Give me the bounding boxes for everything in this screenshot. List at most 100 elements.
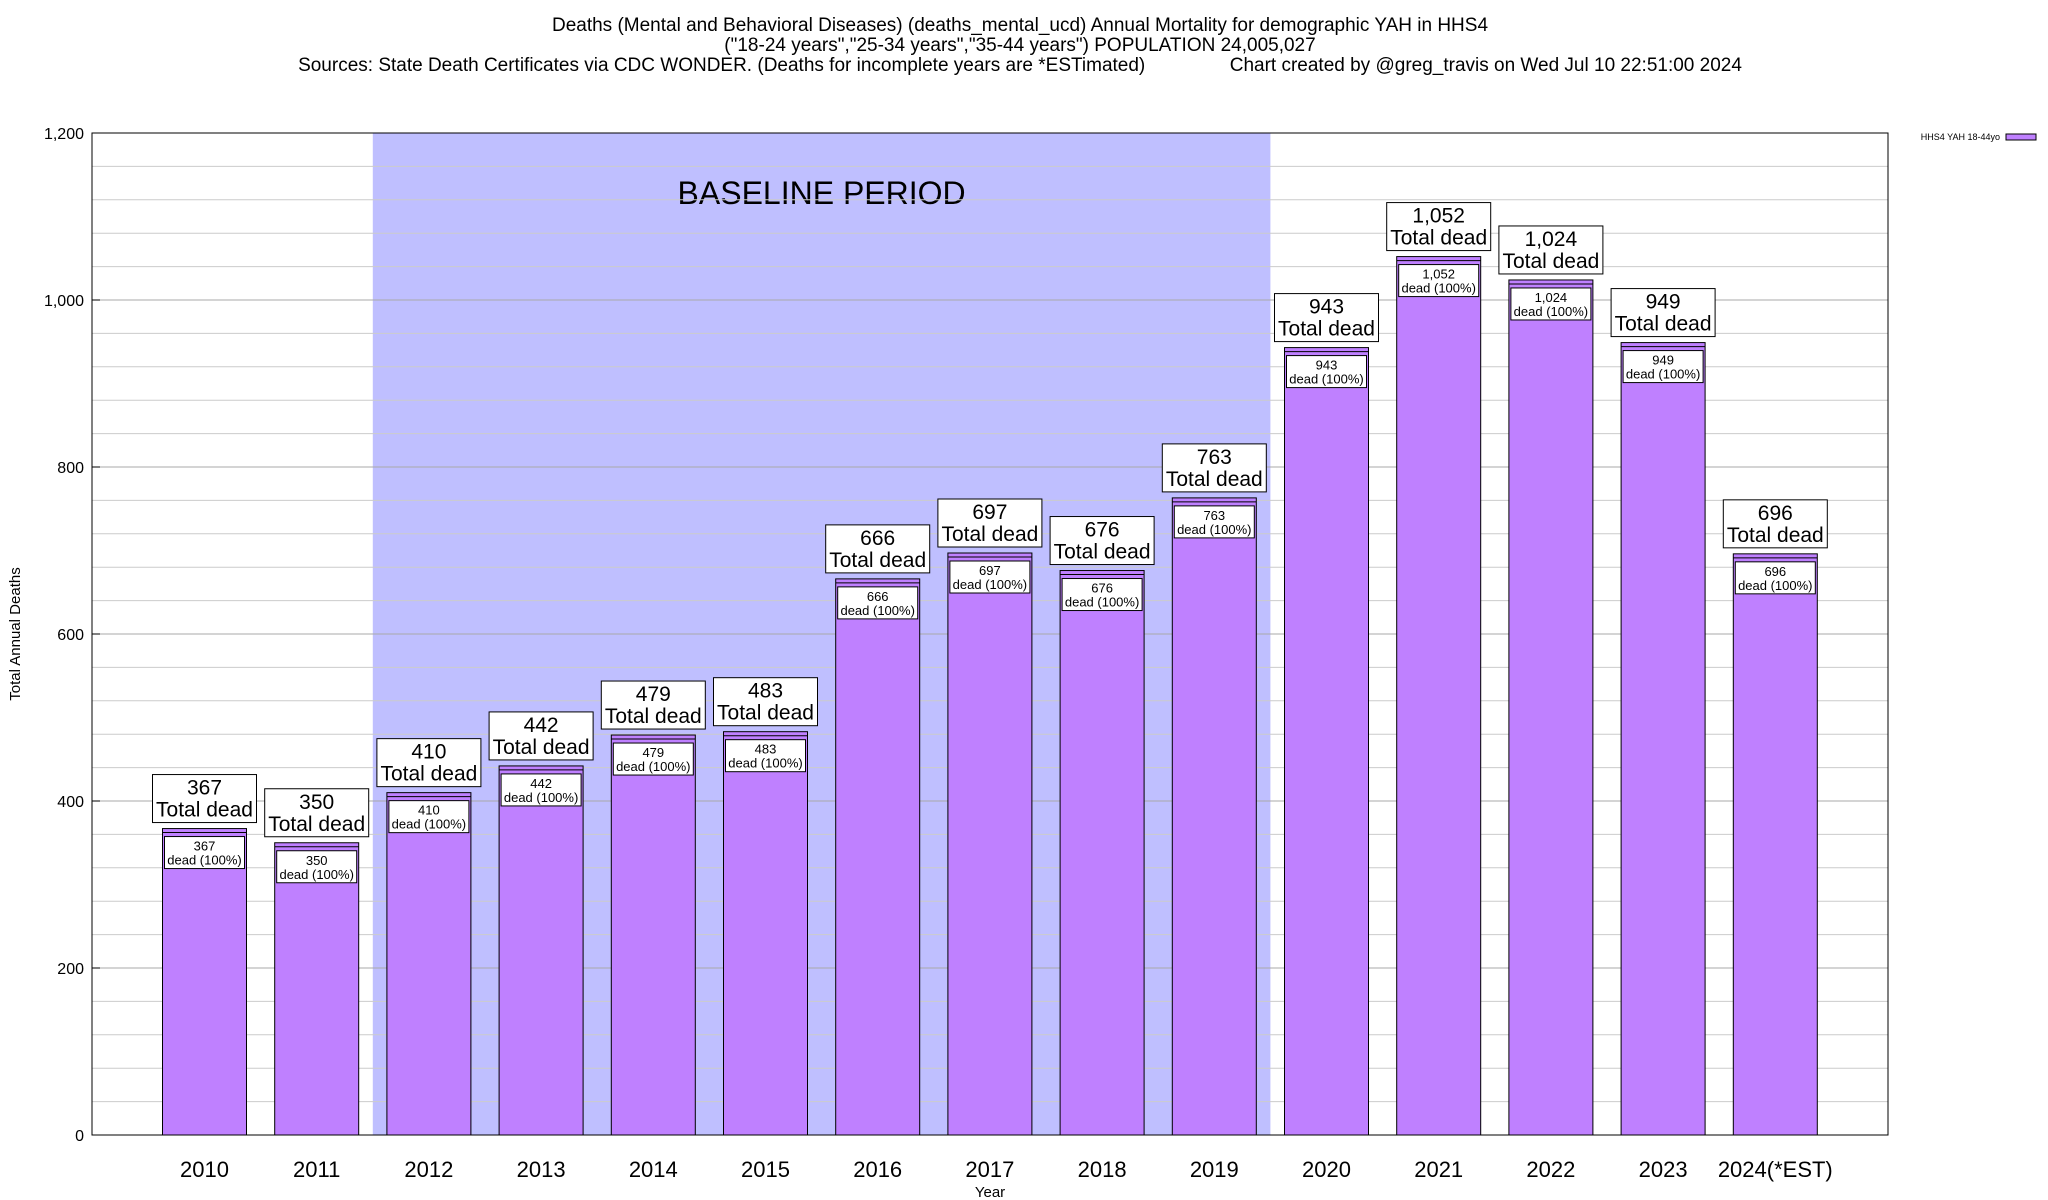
total-dead-label: Total dead xyxy=(717,702,814,725)
total-label-box xyxy=(1161,443,1267,493)
inner-label-box xyxy=(1286,355,1367,389)
inner-value-label: 666 xyxy=(867,589,889,604)
total-value-label: 410 xyxy=(411,741,446,764)
inner-label-box xyxy=(837,586,919,620)
total-dead-label: Total dead xyxy=(1278,318,1375,341)
total-value-label: 943 xyxy=(1309,296,1344,319)
total-label-box xyxy=(1498,225,1604,275)
inner-label-box xyxy=(1173,505,1255,539)
total-value-label: 442 xyxy=(524,714,559,737)
bar xyxy=(162,828,247,1136)
total-value-label: 1,024 xyxy=(1525,228,1578,251)
bar xyxy=(723,731,808,1136)
total-dead-label: Total dead xyxy=(156,799,253,822)
total-value-label: 697 xyxy=(972,501,1007,524)
total-label-box xyxy=(152,774,257,824)
inner-label-box xyxy=(1510,287,1592,321)
total-label-box xyxy=(1722,499,1828,549)
y-tick-label: 1,000 xyxy=(44,293,84,310)
inner-label-box xyxy=(500,773,582,807)
y-axis-ticks: 0 200 400 600 800 1,000 1,200 xyxy=(44,126,100,1145)
total-dead-label: Total dead xyxy=(1166,468,1263,491)
inner-label-box xyxy=(1622,350,1704,384)
total-value-label: 479 xyxy=(636,683,671,706)
inner-label-box xyxy=(725,739,806,773)
inner-value-label: 350 xyxy=(306,853,328,868)
x-tick-label: 2018 xyxy=(1078,1157,1127,1182)
inner-dead-label: dead (100%) xyxy=(1065,595,1139,610)
inner-label-box xyxy=(949,560,1031,594)
total-value-label: 1,052 xyxy=(1412,205,1465,228)
inner-dead-label: dead (100%) xyxy=(279,867,353,882)
x-tick-label: 2021 xyxy=(1414,1157,1463,1182)
y-tick-label: 600 xyxy=(57,627,84,644)
inner-value-label: 483 xyxy=(755,742,777,757)
inner-value-label: 676 xyxy=(1091,581,1113,596)
inner-dead-label: dead (100%) xyxy=(167,853,241,868)
bar xyxy=(947,552,1033,1136)
x-tick-label: 2022 xyxy=(1526,1157,1575,1182)
inner-value-label: 696 xyxy=(1764,564,1786,579)
inner-value-label: 442 xyxy=(530,776,552,791)
inner-label-box xyxy=(1398,264,1480,298)
x-tick-label: 2020 xyxy=(1302,1157,1351,1182)
total-label-box xyxy=(1274,293,1379,343)
total-dead-label: Total dead xyxy=(1054,541,1151,564)
x-axis-ticks: 2010 2011 2012 2013 2014 2015 2016 2017 2018 2019… xyxy=(180,1157,1833,1182)
title-line-3: Sources: State Death Certificates via CD… xyxy=(298,55,1742,76)
inner-value-label: 410 xyxy=(418,803,440,818)
bar xyxy=(386,792,472,1136)
total-label-box xyxy=(825,524,931,574)
bar xyxy=(835,578,921,1136)
total-label-box xyxy=(937,498,1043,548)
bar xyxy=(1171,497,1257,1136)
x-tick-label: 2016 xyxy=(853,1157,902,1182)
inner-dead-label: dead (100%) xyxy=(1514,304,1588,319)
inner-value-label: 479 xyxy=(642,745,664,760)
total-label-box xyxy=(600,680,706,730)
total-dead-label: Total dead xyxy=(1390,227,1487,250)
x-tick-label: 2024(*EST) xyxy=(1718,1157,1833,1182)
inner-label-box xyxy=(276,850,358,884)
x-tick-label: 2019 xyxy=(1190,1157,1239,1182)
total-label-box xyxy=(713,677,818,727)
total-value-label: 949 xyxy=(1646,291,1681,314)
total-dead-label: Total dead xyxy=(1727,524,1824,547)
bar xyxy=(1508,279,1594,1136)
inner-dead-label: dead (100%) xyxy=(728,756,802,771)
inner-dead-label: dead (100%) xyxy=(1177,522,1251,537)
y-tick-label: 1,200 xyxy=(44,126,84,143)
baseline-period-label: BASELINE PERIOD xyxy=(678,175,966,211)
inner-value-label: 367 xyxy=(194,839,216,854)
total-dead-label: Total dead xyxy=(829,549,926,572)
inner-dead-label: dead (100%) xyxy=(616,759,690,774)
total-dead-label: Total dead xyxy=(268,813,365,836)
x-tick-label: 2014 xyxy=(629,1157,678,1182)
inner-dead-label: dead (100%) xyxy=(953,577,1027,592)
y-tick-label: 800 xyxy=(57,460,84,477)
inner-dead-label: dead (100%) xyxy=(1289,372,1363,387)
total-label-box xyxy=(1049,516,1155,566)
bar xyxy=(498,765,584,1136)
inner-value-label: 1,024 xyxy=(1535,290,1568,305)
x-tick-label: 2017 xyxy=(965,1157,1014,1182)
y-axis-label: Total Annual Deaths xyxy=(7,567,24,700)
inner-dead-label: dead (100%) xyxy=(1738,578,1812,593)
inner-label-box xyxy=(164,836,245,870)
bar xyxy=(1059,570,1145,1136)
inner-value-label: 763 xyxy=(1203,508,1225,523)
inner-dead-label: dead (100%) xyxy=(1626,367,1700,382)
